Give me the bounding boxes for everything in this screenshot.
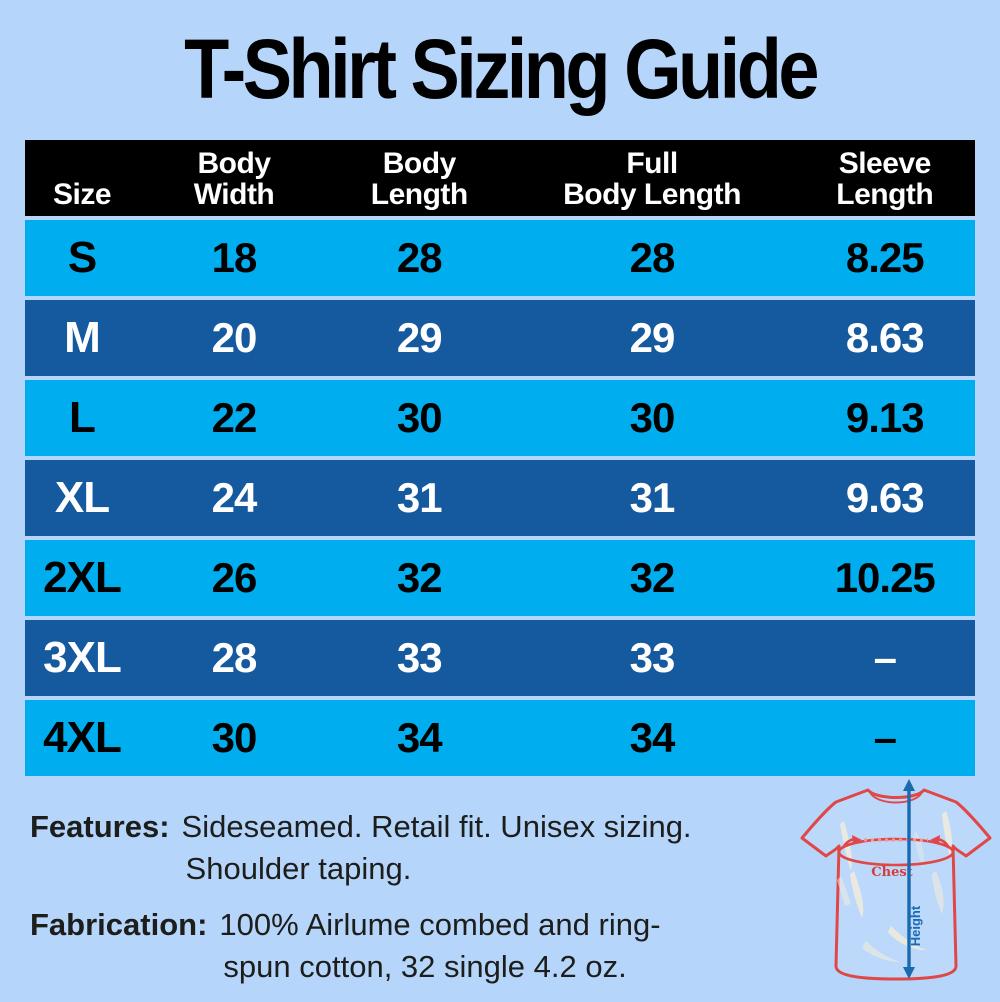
body-width-cell: 26 <box>211 554 258 601</box>
height-arrowhead-bottom <box>903 967 915 979</box>
chest-arrowhead-right <box>930 835 940 844</box>
full-body-length-cell: 31 <box>629 474 676 521</box>
header-bottom-line: Body Length <box>563 178 741 211</box>
fabrication-line-1: 100% Airlume combed and ring- <box>219 907 661 942</box>
header-bottom-line: Length <box>836 178 934 211</box>
body-width-cell: 18 <box>211 234 258 281</box>
features-text: Sideseamed. Retail fit. Unisex sizing. S… <box>182 806 692 890</box>
features-line-2: Shoulder taping. <box>185 851 412 886</box>
table-row-xl: XL 24 31 31 9.63 <box>25 460 975 536</box>
header-top-line: Sleeve <box>838 147 932 180</box>
collar-line <box>869 791 923 804</box>
body-width-cell: 24 <box>211 474 258 521</box>
full-body-length-cell: 30 <box>629 394 676 441</box>
fabrication-note: Fabrication: 100% Airlume combed and rin… <box>30 904 820 988</box>
sleeve-length-cell: 9.63 <box>845 474 925 521</box>
height-arrowhead-top <box>903 779 915 791</box>
body-length-cell: 28 <box>396 234 443 281</box>
body-width-cell: 30 <box>211 714 258 761</box>
features-note: Features: Sideseamed. Retail fit. Unisex… <box>30 806 820 890</box>
header-bottom-line: Size <box>52 178 112 211</box>
features-label: Features: <box>30 809 170 844</box>
table-row-3xl: 3XL 28 33 33 – <box>25 620 975 696</box>
body-width-cell: 22 <box>211 394 258 441</box>
notes-section: Features: Sideseamed. Retail fit. Unisex… <box>30 806 820 1002</box>
sleeve-length-cell: – <box>873 634 897 681</box>
table-row-l: L 22 30 30 9.13 <box>25 380 975 456</box>
sleeve-length-cell: 8.63 <box>845 314 925 361</box>
body-length-cell: 32 <box>396 554 443 601</box>
column-header-body-width: Body Width <box>139 140 329 218</box>
size-cell: M <box>64 313 101 362</box>
header-top-line: Full <box>626 147 678 180</box>
chest-label: Chest <box>871 865 912 880</box>
full-body-length-cell: 33 <box>629 634 676 681</box>
body-length-cell: 30 <box>396 394 443 441</box>
header-bottom-line: Width <box>193 178 275 211</box>
header-bottom-line: Length <box>370 178 468 211</box>
chest-measure-ellipse <box>837 837 955 867</box>
size-cell: XL <box>54 473 110 522</box>
page-title: T-Shirt Sizing Guide <box>184 22 819 116</box>
size-cell: S <box>67 233 97 282</box>
column-header-sleeve-length: Sleeve Length <box>795 140 976 218</box>
fabrication-line-2: spun cotton, 32 single 4.2 oz. <box>223 949 627 984</box>
table-row-m: M 20 29 29 8.63 <box>25 300 975 376</box>
size-cell: 2XL <box>43 553 122 602</box>
header-top-line: Body <box>382 147 456 180</box>
full-body-length-cell: 29 <box>629 314 676 361</box>
body-length-cell: 31 <box>396 474 443 521</box>
sleeve-length-cell: 10.25 <box>834 554 936 601</box>
body-width-cell: 20 <box>211 314 258 361</box>
tshirt-measurement-diagram: Chest Height <box>800 779 992 981</box>
fabrication-label: Fabrication: <box>30 907 208 942</box>
features-line-1: Sideseamed. Retail fit. Unisex sizing. <box>181 809 692 844</box>
size-cell: 4XL <box>43 713 122 762</box>
table-row-4xl: 4XL 30 34 34 – <box>25 700 975 776</box>
height-label: Height <box>908 905 923 946</box>
fabrication-text: 100% Airlume combed and ring- spun cotto… <box>219 904 660 988</box>
tshirt-outline <box>800 788 992 981</box>
body-length-cell: 34 <box>396 714 443 761</box>
table-row-s: S 18 28 28 8.25 <box>25 220 975 296</box>
body-width-cell: 28 <box>211 634 258 681</box>
size-cell: L <box>69 393 96 442</box>
header-top-line: Body <box>197 147 272 180</box>
table-row-2xl: 2XL 26 32 32 10.25 <box>25 540 975 616</box>
size-cell: 3XL <box>43 633 122 682</box>
column-header-body-length: Body Length <box>329 140 510 218</box>
full-body-length-cell: 28 <box>629 234 676 281</box>
sizing-table: Size Body Width Body Length Full Body Le… <box>25 140 975 780</box>
chest-arrowhead-left <box>852 835 862 844</box>
sleeve-length-cell: 9.13 <box>845 394 925 441</box>
sleeve-length-cell: – <box>873 714 897 761</box>
column-header-full-body-length: Full Body Length <box>510 140 795 218</box>
body-length-cell: 29 <box>396 314 443 361</box>
sleeve-length-cell: 8.25 <box>845 234 925 281</box>
body-length-cell: 33 <box>396 634 443 681</box>
title-area: T-Shirt Sizing Guide <box>0 20 1000 118</box>
full-body-length-cell: 34 <box>629 714 676 761</box>
column-header-size: Size <box>25 140 139 218</box>
table-header-row: Size Body Width Body Length Full Body Le… <box>25 140 975 216</box>
full-body-length-cell: 32 <box>629 554 676 601</box>
